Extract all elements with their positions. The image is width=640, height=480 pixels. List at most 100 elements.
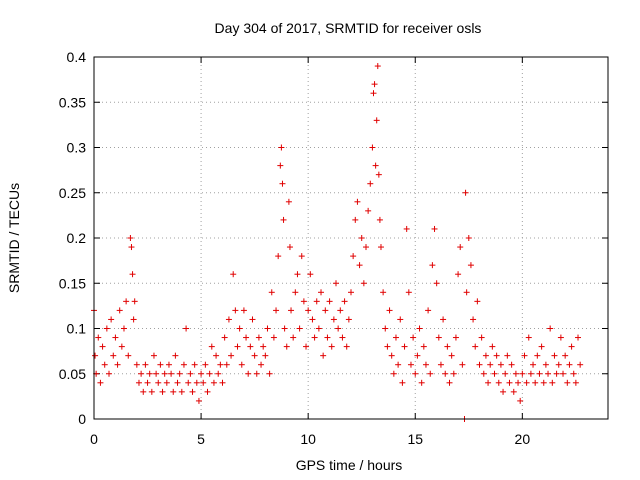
data-point	[510, 388, 517, 395]
data-point	[420, 343, 427, 350]
data-point	[542, 361, 549, 368]
data-point	[508, 361, 515, 368]
data-point	[219, 379, 226, 386]
data-point	[547, 325, 554, 332]
data-point	[370, 90, 377, 97]
data-point	[562, 352, 569, 359]
data-point	[412, 370, 419, 377]
y-tick-label: 0.25	[59, 185, 86, 201]
data-point	[512, 370, 519, 377]
data-point	[570, 370, 577, 377]
plot-frame	[93, 56, 609, 420]
data-point	[431, 225, 438, 232]
data-point	[157, 361, 164, 368]
data-point	[373, 117, 380, 124]
data-point	[165, 361, 172, 368]
data-point	[401, 343, 408, 350]
data-point	[367, 180, 374, 187]
data-point	[307, 271, 314, 278]
data-point	[350, 253, 357, 260]
data-point	[112, 334, 119, 341]
data-point	[575, 334, 582, 341]
data-point	[223, 361, 230, 368]
data-point	[208, 343, 215, 350]
x-tick-label: 5	[197, 431, 205, 447]
data-point	[144, 379, 151, 386]
data-point	[555, 361, 562, 368]
data-point	[482, 352, 489, 359]
y-tick-label: 0.3	[67, 140, 87, 156]
y-tick-label: 0.4	[67, 49, 87, 65]
data-point	[178, 388, 185, 395]
data-point	[540, 379, 547, 386]
data-point	[97, 379, 104, 386]
data-point	[296, 325, 303, 332]
data-point	[343, 343, 350, 350]
data-point	[292, 289, 299, 296]
data-point	[497, 361, 504, 368]
data-point	[315, 325, 322, 332]
data-point	[120, 325, 127, 332]
data-point	[530, 361, 537, 368]
data-point	[354, 198, 361, 205]
data-point	[110, 352, 117, 359]
data-point	[183, 325, 190, 332]
data-point	[300, 298, 307, 305]
data-point	[418, 379, 425, 386]
data-point	[345, 316, 352, 323]
data-point	[288, 307, 295, 314]
data-point	[130, 316, 137, 323]
data-point	[348, 289, 354, 296]
data-point	[114, 361, 121, 368]
data-point	[465, 235, 472, 241]
data-point	[232, 307, 239, 314]
y-axis-ticks: 0 0.05 0.1 0.15 0.2 0.25 0.3 0.35 0.4	[59, 49, 608, 427]
data-point	[448, 352, 455, 359]
data-point	[191, 361, 198, 368]
data-point	[253, 370, 260, 377]
y-tick-label: 0.1	[67, 321, 87, 337]
data-point	[217, 361, 224, 368]
data-point	[450, 370, 457, 377]
data-point	[545, 370, 552, 377]
data-point	[495, 379, 502, 386]
data-point	[318, 289, 325, 296]
data-point	[280, 216, 287, 223]
data-point	[395, 361, 402, 368]
data-point	[365, 207, 372, 214]
data-point	[176, 370, 183, 377]
data-point	[459, 361, 466, 368]
data-point	[462, 189, 469, 196]
data-point	[260, 343, 267, 350]
data-point	[198, 370, 205, 377]
data-point	[251, 352, 258, 359]
data-point	[525, 334, 532, 341]
data-point	[549, 379, 556, 386]
data-point	[446, 379, 453, 386]
data-point	[476, 361, 483, 368]
data-point	[273, 307, 280, 314]
data-point	[309, 316, 316, 323]
data-point	[403, 225, 410, 232]
data-point	[506, 379, 513, 386]
data-point	[333, 280, 340, 287]
data-point	[433, 280, 440, 287]
data-point	[457, 244, 464, 251]
data-point	[135, 379, 142, 386]
data-point	[371, 81, 378, 88]
data-point	[519, 370, 526, 377]
data-point	[174, 379, 181, 386]
data-point	[467, 262, 474, 269]
data-point	[247, 343, 254, 350]
data-point	[377, 244, 384, 251]
data-point	[388, 352, 395, 359]
data-point	[215, 370, 222, 377]
y-tick-label: 0.15	[59, 275, 86, 291]
data-point	[405, 289, 412, 296]
data-point	[275, 253, 282, 260]
data-point	[478, 334, 485, 341]
data-point	[500, 388, 507, 395]
data-point	[360, 280, 367, 287]
data-point	[474, 298, 481, 305]
data-point	[521, 352, 528, 359]
